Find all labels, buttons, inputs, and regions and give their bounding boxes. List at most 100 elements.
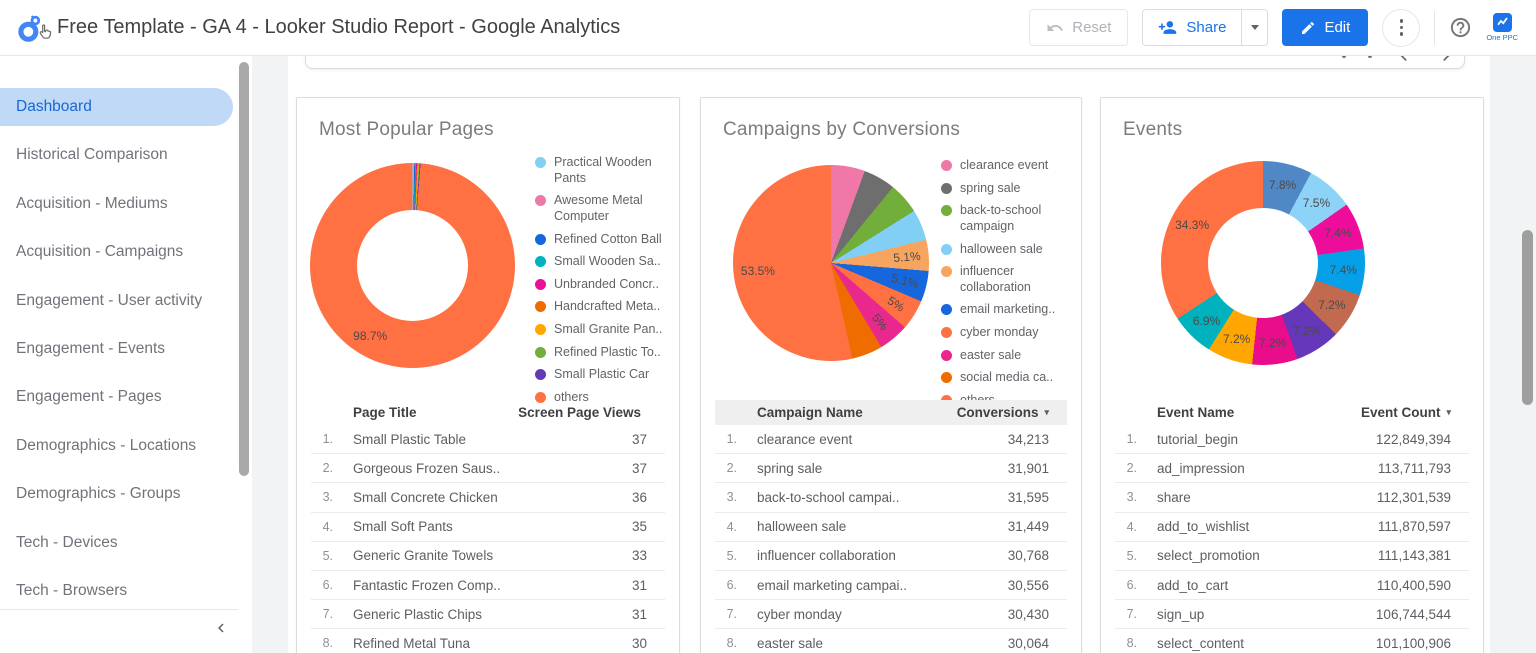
reset-button[interactable]: Reset [1029, 9, 1129, 46]
legend-item: cyber monday [941, 325, 1079, 341]
table-row: 3. share 112,301,539 [1115, 483, 1469, 513]
page-next-button[interactable] [1436, 56, 1456, 66]
legend-item: others [535, 390, 677, 406]
hand-cursor-icon [35, 22, 55, 47]
row-name: Small Concrete Chicken [353, 489, 498, 505]
legend-color-dot [941, 243, 952, 255]
oneppc-logo[interactable]: One PPC [1486, 13, 1518, 42]
row-number: 2. [726, 461, 737, 476]
sidebar-item[interactable]: Engagement - Pages [0, 378, 252, 416]
events-table: Event Name Event Count ▾ 1. tutorial_begi… [1115, 400, 1469, 653]
row-value: 31 [631, 606, 647, 622]
row-value: 110,400,590 [1376, 577, 1451, 593]
column-header-value[interactable]: Event Count ▾ [1360, 405, 1451, 420]
sort-caret-icon: ▾ [1044, 407, 1049, 417]
table-row: 5. influencer collaboration 30,768 [715, 542, 1067, 571]
table-row: 5. Generic Granite Towels 33 [311, 542, 665, 571]
row-value: 33 [631, 548, 647, 564]
row-value: 30 [631, 635, 647, 651]
sort-caret-icon: ▾ [1446, 407, 1451, 417]
row-name: Fantastic Frozen Comp.. [353, 577, 501, 593]
row-name: easter sale [757, 635, 824, 651]
sidebar-item[interactable]: Tech - Browsers [0, 572, 252, 610]
legend-item: Small Plastic Car [535, 367, 677, 383]
sidebar-item[interactable]: Historical Comparison [0, 136, 252, 174]
sidebar-item[interactable]: Demographics - Groups [0, 475, 252, 513]
row-value: 31 [631, 577, 647, 593]
sidebar-item[interactable]: Acquisition - Campaigns [0, 233, 252, 271]
table-row: 7. sign_up 106,744,544 [1115, 600, 1469, 630]
pages-chart-legend: Practical Wooden Pants Awesome Metal Com… [535, 155, 677, 413]
row-name: Small Plastic Table [353, 431, 467, 447]
legend-color-dot [535, 324, 546, 335]
legend-item: easter sale [941, 348, 1079, 364]
share-button-group: Share [1142, 9, 1269, 46]
row-name: cyber monday [757, 606, 842, 622]
row-value: 35 [631, 519, 647, 535]
row-value: 37 [631, 460, 647, 476]
legend-item: Small Wooden Sa.. [535, 254, 677, 270]
legend-item: Handcrafted Meta.. [535, 299, 677, 315]
pages-donut-chart[interactable]: 98.7% [310, 163, 515, 368]
looker-studio-logo-icon[interactable] [16, 13, 44, 43]
share-button[interactable]: Share [1143, 10, 1241, 45]
sidebar-item[interactable]: Tech - Devices [0, 524, 252, 562]
report-title[interactable]: Free Template - GA 4 - Looker Studio Rep… [57, 16, 621, 38]
pages-table: Page Title Screen Page Views 1. Small Pl… [311, 400, 665, 653]
row-name: Generic Plastic Chips [353, 606, 483, 622]
events-donut-chart[interactable]: 7.8% 7.5% 7.4% 7.4% 7.2% 7.2% 7.2% 7.2% 6.9% 34.3… [1161, 161, 1365, 365]
legend-color-dot [941, 304, 952, 316]
share-dropdown-button[interactable] [1241, 10, 1267, 45]
row-number: 6. [726, 578, 737, 593]
sidebar-item[interactable]: Engagement - Events [0, 330, 252, 368]
legend-color-dot [535, 233, 546, 245]
column-header-name[interactable]: Page Title [353, 405, 417, 420]
row-value: 111,870,597 [1377, 519, 1451, 535]
chevron-left-icon [1400, 56, 1407, 61]
row-value: 37 [631, 431, 647, 447]
sidebar-item[interactable]: Acquisition - Mediums [0, 185, 252, 223]
page-scrollbar[interactable] [1522, 230, 1533, 405]
row-value: 36 [631, 489, 647, 505]
column-header-name[interactable]: Campaign Name [757, 405, 863, 420]
sidebar-item[interactable]: Dashboard [0, 88, 233, 126]
sidebar-item[interactable]: Engagement - User activity [0, 282, 252, 320]
sidebar-item-label: Engagement - Events [16, 339, 166, 357]
sidebar-scrollbar[interactable] [239, 62, 249, 476]
row-value: 34,213 [1007, 431, 1049, 447]
row-name: halloween sale [757, 519, 847, 535]
row-number: 5. [322, 548, 333, 563]
table-row: 8. easter sale 30,064 [715, 629, 1067, 653]
table-row: 5. select_promotion 111,143,381 [1115, 542, 1469, 571]
sidebar-collapse-button[interactable] [212, 619, 230, 642]
report-canvas: Most Popular Pages 98.7% Practical Woode… [288, 56, 1490, 653]
row-value: 112,301,539 [1376, 489, 1451, 505]
legend-item: Refined Plastic To.. [535, 345, 677, 361]
page-previous-button[interactable] [1394, 56, 1414, 66]
row-name: share [1157, 489, 1191, 505]
row-name: Small Soft Pants [353, 519, 453, 535]
legend-item: Unbranded Concr.. [535, 277, 677, 293]
column-header-name[interactable]: Event Name [1157, 405, 1235, 420]
row-name: spring sale [757, 460, 823, 476]
help-button[interactable] [1449, 16, 1472, 39]
legend-color-dot [535, 157, 546, 168]
table-header-row: Event Name Event Count ▾ [1115, 400, 1469, 425]
legend-color-dot [535, 346, 546, 358]
more-options-button[interactable] [1382, 8, 1421, 47]
table-row: 1. tutorial_begin 122,849,394 [1115, 425, 1469, 455]
sidebar-item[interactable]: Demographics - Locations [0, 427, 252, 465]
column-header-value[interactable]: Conversions ▾ [956, 405, 1049, 420]
row-number: 8. [322, 636, 333, 651]
card-campaigns-by-conversions: Campaigns by Conversions 5.1% 5.1% 5% 5% 53.… [700, 97, 1082, 653]
pages-sidebar: Dashboard Historical Comparison Acquisit… [0, 56, 252, 653]
row-value: 113,711,793 [1377, 460, 1451, 476]
row-number: 8. [1126, 636, 1137, 651]
edit-button[interactable]: Edit [1282, 9, 1369, 46]
column-header-value[interactable]: Screen Page Views [518, 405, 641, 420]
sidebar-item-label: Demographics - Locations [16, 436, 197, 454]
table-row: 4. Small Soft Pants 35 [311, 513, 665, 542]
campaigns-pie-chart[interactable]: 5.1% 5.1% 5% 5% 53.5% [733, 165, 929, 361]
chevron-down-icon [1250, 25, 1259, 30]
